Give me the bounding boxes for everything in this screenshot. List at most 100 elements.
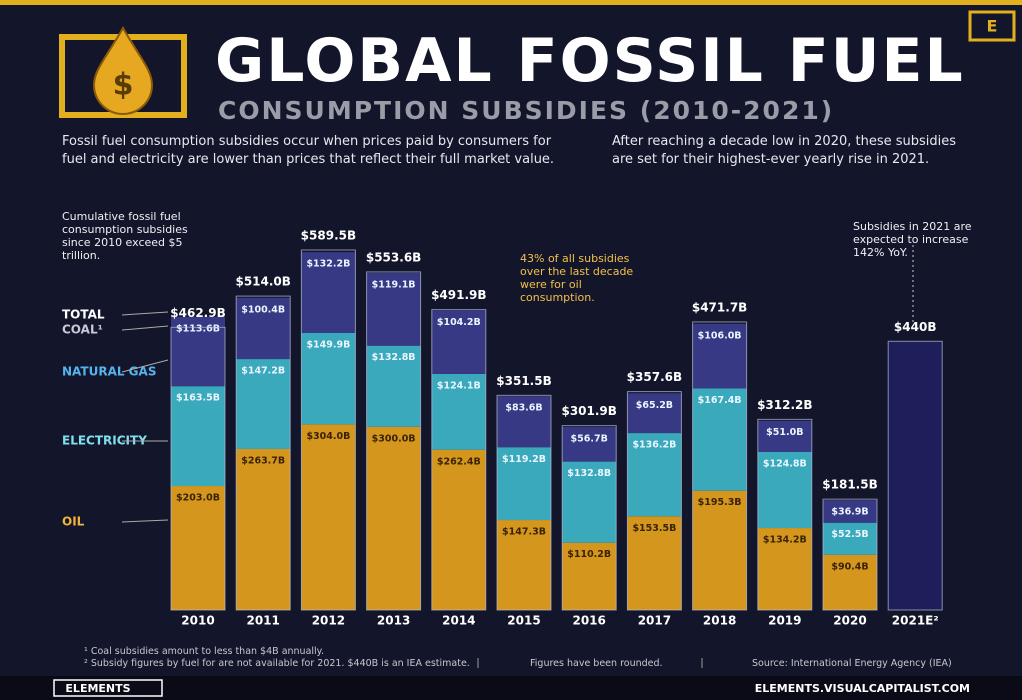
value-label: $113.6B <box>176 323 220 334</box>
x-tick-label: 2021E² <box>892 614 939 628</box>
total-label: $471.7B <box>692 300 747 314</box>
bar-segment <box>171 316 225 387</box>
value-label: $195.3B <box>698 497 742 508</box>
legend-leader <box>121 325 169 331</box>
legend-leader <box>121 311 169 316</box>
value-label: $104.2B <box>437 317 481 328</box>
value-label: $56.7B <box>571 433 608 444</box>
footer-bar <box>0 676 1022 700</box>
total-label: $312.2B <box>757 398 812 412</box>
legend-leader <box>121 519 169 523</box>
bar-segment <box>692 490 747 610</box>
brand: ELEMENTS <box>65 682 130 695</box>
value-label: $167.4B <box>698 395 742 406</box>
value-label: $147.3B <box>502 527 546 538</box>
x-tick-label: 2016 <box>572 614 605 628</box>
legend-label: OIL <box>62 515 85 529</box>
bar-segment <box>366 345 421 427</box>
value-label: $124.8B <box>763 458 807 469</box>
value-label: $304.0B <box>306 431 350 442</box>
total-outline <box>170 326 226 611</box>
bar-segment <box>562 426 617 462</box>
total-outline <box>561 425 617 611</box>
value-label: $132.2B <box>306 259 350 270</box>
x-tick-label: 2011 <box>246 614 279 628</box>
total-label: $553.6B <box>366 250 421 264</box>
bar-segment <box>757 420 812 452</box>
bar-segment <box>431 310 486 374</box>
value-label: $153.5B <box>632 523 676 534</box>
legend-label: NATURAL GAS <box>62 365 156 379</box>
bar-segment <box>236 297 291 360</box>
bar-segment <box>627 516 682 610</box>
total-outline <box>692 321 748 611</box>
annotation: Subsidies in 2021 are expected to increa… <box>853 220 972 259</box>
bar-segment <box>757 451 812 529</box>
total-label: $589.5B <box>301 229 356 243</box>
footnote: ² Subsidy figures by fuel for are not av… <box>84 658 470 669</box>
badge: E <box>987 17 998 36</box>
total-label: $440B <box>894 320 937 334</box>
bar-segment <box>171 486 225 610</box>
x-tick-label: 2017 <box>638 614 671 628</box>
value-label: $300.0B <box>372 433 416 444</box>
x-tick-label: 2019 <box>768 614 801 628</box>
total-outline <box>235 295 291 611</box>
intro-right: After reaching a decade low in 2020, the… <box>612 134 957 167</box>
bar-segment <box>236 448 291 610</box>
footnote: ¹ Coal subsidies amount to less than $4B… <box>84 646 324 657</box>
bar-segment <box>171 386 225 487</box>
legend-leader <box>121 359 169 373</box>
total-outline <box>366 271 422 611</box>
dollar-sign: $ <box>113 68 134 103</box>
value-label: $262.4B <box>437 456 481 467</box>
bar-segment <box>301 424 356 610</box>
total-label: $462.9B <box>170 306 225 320</box>
total-outline <box>887 340 943 611</box>
url: ELEMENTS.VISUALCAPITALIST.COM <box>755 682 970 695</box>
bar-segment <box>366 426 421 610</box>
total-label: $181.5B <box>822 478 877 492</box>
bar-segment <box>431 449 486 610</box>
value-label: $124.1B <box>437 380 481 391</box>
x-tick-label: 2010 <box>181 614 214 628</box>
value-label: $134.2B <box>763 535 807 546</box>
value-label: $119.1B <box>372 279 416 290</box>
annotation: Cumulative fossil fuel consumption subsi… <box>62 210 188 262</box>
brand-frame <box>53 679 163 697</box>
value-label: $90.4B <box>831 561 868 572</box>
value-label: $203.0B <box>176 493 220 504</box>
bar-segment <box>692 323 747 389</box>
bar-segment <box>627 433 682 517</box>
bar-segment <box>497 396 551 448</box>
x-tick-label: 2013 <box>377 614 410 628</box>
bar-segment <box>823 522 877 555</box>
value-label: $83.6B <box>505 403 542 414</box>
total-label: $351.5B <box>496 374 551 388</box>
legend-label: ELECTRICITY <box>62 434 147 448</box>
x-tick-label: 2020 <box>833 614 866 628</box>
drop-icon <box>92 25 154 115</box>
bar-segment <box>627 393 682 434</box>
bar-segment <box>562 461 617 543</box>
badge-frame <box>968 10 1016 42</box>
total-outline <box>300 249 356 611</box>
intro-left: Fossil fuel consumption subsidies occur … <box>62 134 555 167</box>
value-label: $106.0B <box>698 330 742 341</box>
x-tick-label: 2014 <box>442 614 475 628</box>
value-label: $52.5B <box>831 529 868 540</box>
legend-label: COAL¹ <box>62 323 103 337</box>
value-label: $110.2B <box>567 549 611 560</box>
value-label: $163.5B <box>176 393 220 404</box>
source: Source: International Energy Agency (IEA… <box>752 658 952 669</box>
subtitle: CONSUMPTION SUBSIDIES (2010-2021) <box>218 96 835 125</box>
total-label: $514.0B <box>235 275 290 289</box>
value-label: $119.2B <box>502 454 546 465</box>
total-outline <box>626 391 682 611</box>
bar-segment <box>431 373 486 450</box>
total-outline <box>822 498 878 611</box>
legend-label: TOTAL <box>62 308 105 322</box>
value-label: $100.4B <box>241 304 285 315</box>
total-label: $491.9B <box>431 288 486 302</box>
value-label: $136.2B <box>632 440 676 451</box>
